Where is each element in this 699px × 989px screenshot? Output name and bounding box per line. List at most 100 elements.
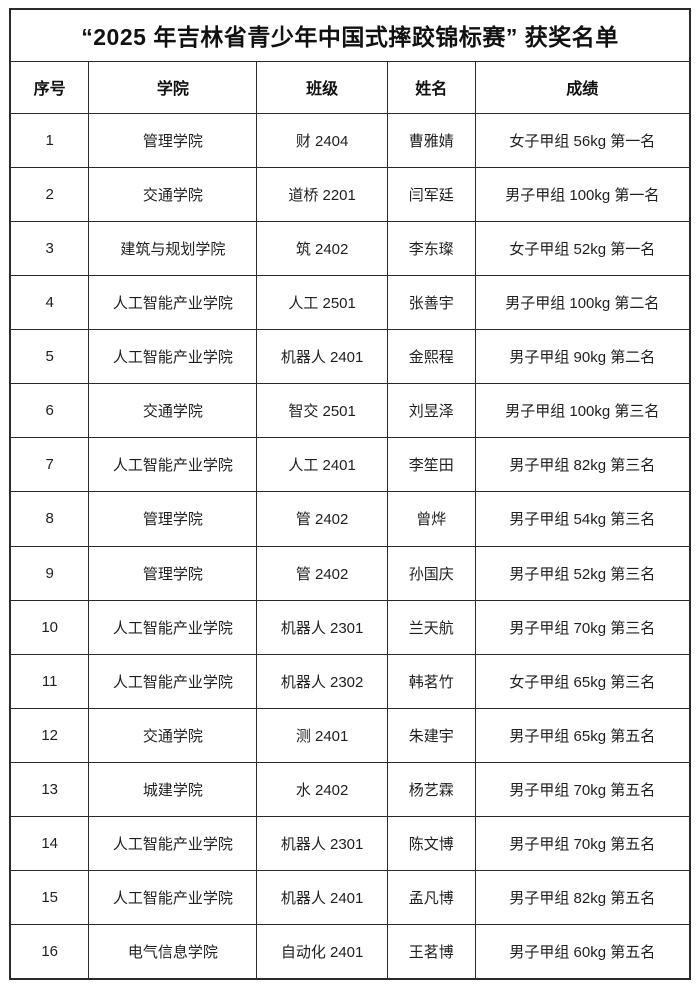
- cell-index: 13: [9, 761, 90, 818]
- cell-class: 管 2402: [256, 491, 388, 547]
- awards-table: “2025 年吉林省青少年中国式摔跤锦标赛” 获奖名单 序号 学院 班级 姓名 成绩 1…: [9, 8, 691, 980]
- cell-name: 闫军廷: [386, 166, 476, 222]
- cell-result: 女子甲组 52kg 第一名: [474, 220, 691, 276]
- cell-result: 女子甲组 56kg 第一名: [474, 112, 691, 168]
- cell-name: 孙国庆: [386, 545, 476, 601]
- cell-class: 人工 2501: [256, 274, 388, 331]
- table-body: 1 管理学院财 2404 曹雅婧 女子甲组 56kg 第一名 2 交通学院 道桥 2201 闫…: [9, 112, 691, 980]
- page-title: “2025 年吉林省青少年中国式摔跤锦标赛” 获奖名单: [9, 8, 691, 62]
- table-row: 11 人工智能产业学院 机器人 2302 韩茗竹 女子甲组 65kg 第三名: [9, 653, 691, 709]
- cell-college: 建筑与规划学院: [88, 220, 258, 276]
- table-row: 7 人工智能产业学院 人工 2401 李笙田 男子甲组 82kg 第三名: [9, 437, 691, 493]
- cell-name: 陈文博: [386, 816, 476, 872]
- cell-result: 女子甲组 65kg 第三名: [474, 653, 691, 709]
- cell-class: 机器人 2301: [256, 599, 388, 655]
- table-row: 1 管理学院财 2404 曹雅婧 女子甲组 56kg 第一名: [9, 112, 691, 168]
- cell-index: 1: [9, 112, 90, 168]
- cell-index: 11: [9, 653, 90, 709]
- table-row: 16 电气信息学院 自动化 2401 王茗博 男子甲组 60kg 第五名: [9, 924, 691, 980]
- table-row: 12 交通学院测 2401 朱建宇 男子甲组 65kg 第五名: [9, 707, 691, 764]
- cell-name: 曾烨: [386, 491, 476, 547]
- table-row: 6 交通学院 智交 2501 刘昱泽 男子甲组 100kg 第三名: [9, 383, 691, 439]
- cell-result: 男子甲组 54kg 第三名: [474, 491, 691, 547]
- cell-college: 管理学院: [88, 491, 258, 547]
- cell-result: 男子甲组 70kg 第三名: [474, 599, 691, 655]
- cell-result: 男子甲组 52kg 第三名: [474, 545, 691, 601]
- cell-name: 李笙田: [386, 437, 476, 493]
- table-row: 10 人工智能产业学院 机器人 2301 兰天航 男子甲组 70kg 第三名: [9, 599, 691, 655]
- cell-index: 8: [9, 491, 90, 547]
- table-row: 8 管理学院管 2402 曾烨 男子甲组 54kg 第三名: [9, 491, 691, 547]
- table-header-row: 序号 学院 班级 姓名 成绩: [9, 60, 691, 114]
- cell-college: 人工智能产业学院: [88, 653, 258, 709]
- cell-college: 人工智能产业学院: [88, 816, 258, 872]
- column-header-class: 班级: [256, 60, 388, 114]
- cell-result: 男子甲组 82kg 第五名: [474, 870, 691, 926]
- cell-name: 王茗博: [386, 924, 476, 980]
- cell-name: 金熙程: [386, 328, 476, 385]
- cell-index: 9: [9, 545, 90, 601]
- table-row: 15 人工智能产业学院 机器人 2401 孟凡博 男子甲组 82kg 第五名: [9, 870, 691, 926]
- cell-college: 人工智能产业学院: [88, 437, 258, 493]
- cell-college: 人工智能产业学院: [88, 328, 258, 385]
- cell-class: 道桥 2201: [256, 166, 388, 222]
- cell-result: 男子甲组 82kg 第三名: [474, 437, 691, 493]
- title-row: “2025 年吉林省青少年中国式摔跤锦标赛” 获奖名单: [9, 8, 691, 62]
- cell-name: 韩茗竹: [386, 653, 476, 709]
- cell-class: 筑 2402: [256, 220, 388, 276]
- cell-name: 曹雅婧: [386, 112, 476, 168]
- cell-college: 交通学院: [88, 383, 258, 439]
- cell-result: 男子甲组 100kg 第二名: [474, 274, 691, 331]
- cell-college: 管理学院: [88, 545, 258, 601]
- cell-class: 财 2404: [256, 112, 388, 168]
- column-header-college: 学院: [88, 60, 258, 114]
- table-row: 13 城建学院水 2402 杨艺霖 男子甲组 70kg 第五名: [9, 761, 691, 818]
- cell-class: 机器人 2401: [256, 870, 388, 926]
- cell-class: 水 2402: [256, 761, 388, 818]
- cell-index: 3: [9, 220, 90, 276]
- cell-name: 刘昱泽: [386, 383, 476, 439]
- cell-result: 男子甲组 65kg 第五名: [474, 707, 691, 764]
- cell-index: 5: [9, 328, 90, 385]
- cell-college: 人工智能产业学院: [88, 599, 258, 655]
- cell-result: 男子甲组 70kg 第五名: [474, 816, 691, 872]
- cell-college: 城建学院: [88, 761, 258, 818]
- cell-index: 14: [9, 816, 90, 872]
- cell-result: 男子甲组 70kg 第五名: [474, 761, 691, 818]
- column-header-result: 成绩: [474, 60, 691, 114]
- cell-index: 6: [9, 383, 90, 439]
- cell-class: 测 2401: [256, 707, 388, 764]
- cell-class: 智交 2501: [256, 383, 388, 439]
- table-row: 2 交通学院 道桥 2201 闫军廷 男子甲组 100kg 第一名: [9, 166, 691, 222]
- cell-class: 自动化 2401: [256, 924, 388, 980]
- cell-class: 机器人 2302: [256, 653, 388, 709]
- cell-index: 15: [9, 870, 90, 926]
- cell-name: 兰天航: [386, 599, 476, 655]
- table-row: 5 人工智能产业学院 机器人 2401 金熙程 男子甲组 90kg 第二名: [9, 328, 691, 385]
- table-row: 9 管理学院管 2402 孙国庆 男子甲组 52kg 第三名: [9, 545, 691, 601]
- cell-name: 杨艺霖: [386, 761, 476, 818]
- cell-class: 人工 2401: [256, 437, 388, 493]
- cell-class: 机器人 2301: [256, 816, 388, 872]
- cell-name: 朱建宇: [386, 707, 476, 764]
- cell-index: 2: [9, 166, 90, 222]
- cell-college: 电气信息学院: [88, 924, 258, 980]
- cell-name: 张善宇: [386, 274, 476, 331]
- cell-result: 男子甲组 100kg 第三名: [474, 383, 691, 439]
- cell-index: 7: [9, 437, 90, 493]
- table-row: 14 人工智能产业学院 机器人 2301 陈文博 男子甲组 70kg 第五名: [9, 816, 691, 872]
- cell-result: 男子甲组 90kg 第二名: [474, 328, 691, 385]
- column-header-index: 序号: [9, 60, 90, 114]
- cell-college: 管理学院: [88, 112, 258, 168]
- cell-college: 人工智能产业学院: [88, 870, 258, 926]
- table-row: 3 建筑与规划学院筑 2402 李东璨 女子甲组 52kg 第一名: [9, 220, 691, 276]
- cell-college: 人工智能产业学院: [88, 274, 258, 331]
- cell-index: 12: [9, 707, 90, 764]
- cell-class: 管 2402: [256, 545, 388, 601]
- cell-result: 男子甲组 60kg 第五名: [474, 924, 691, 980]
- cell-college: 交通学院: [88, 166, 258, 222]
- column-header-name: 姓名: [386, 60, 476, 114]
- cell-index: 4: [9, 274, 90, 331]
- table-row: 4 人工智能产业学院 人工 2501 张善宇 男子甲组 100kg 第二名: [9, 274, 691, 331]
